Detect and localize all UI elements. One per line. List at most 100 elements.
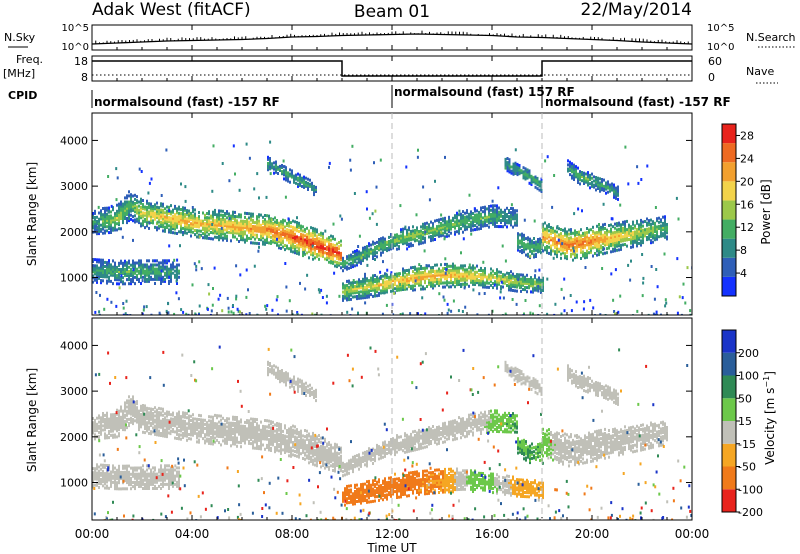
scatter-cell (173, 312, 176, 315)
echo-cell (166, 215, 168, 219)
echo-cell (224, 212, 226, 215)
echo-cell (604, 239, 606, 243)
scatter-cell (557, 238, 560, 242)
echo-cell (570, 248, 572, 252)
echo-cell (98, 211, 100, 215)
echo-cell (622, 226, 624, 230)
echo-cell (94, 423, 96, 426)
echo-cell (114, 265, 116, 269)
echo-cell (542, 229, 544, 232)
echo-cell (298, 236, 300, 240)
echo-cell (456, 230, 458, 234)
echo-cell (266, 214, 268, 218)
scatter-cell (630, 259, 632, 263)
echo-cell (304, 230, 306, 234)
echo-cell (232, 229, 234, 233)
echo-cell (648, 237, 650, 241)
echo-cell (376, 240, 378, 244)
echo-cell (138, 269, 140, 273)
echo-cell (342, 286, 344, 290)
echo-cell (132, 409, 134, 413)
echo-cell (416, 279, 418, 283)
echo-cell (292, 227, 294, 231)
echo-cell (236, 225, 238, 229)
echo-cell (604, 243, 606, 247)
echo-cell (294, 240, 296, 244)
echo-cell (332, 247, 334, 251)
echo-cell (512, 162, 515, 166)
echo-cell (324, 243, 326, 247)
echo-cell (402, 229, 404, 233)
echo-cell (396, 233, 398, 237)
echo-cell (516, 283, 518, 287)
echo-cell (436, 233, 438, 237)
echo-cell (208, 210, 210, 214)
echo-cell (364, 281, 366, 285)
echo-cell (638, 233, 640, 237)
echo-cell (530, 282, 532, 286)
echo-cell (128, 214, 130, 218)
echo-cell (204, 232, 206, 236)
echo-cell (510, 278, 512, 282)
echo-cell (324, 251, 326, 255)
echo-cell (104, 428, 106, 432)
echo-cell (412, 235, 414, 239)
echo-cell (202, 219, 204, 223)
echo-cell (272, 224, 274, 227)
echo-cell (164, 259, 166, 263)
echo-cell (416, 271, 418, 275)
echo-cell (488, 225, 490, 229)
echo-cell (438, 228, 440, 232)
echo-cell (110, 413, 112, 417)
echo-cell (172, 218, 174, 222)
echo-cell (166, 224, 168, 227)
echo-cell (222, 226, 224, 230)
echo-cell (136, 406, 138, 410)
echo-cell (160, 216, 162, 220)
scatter-cell (258, 196, 260, 200)
echo-cell (126, 202, 128, 206)
echo-cell (410, 238, 412, 242)
echo-cell (416, 234, 418, 238)
echo-cell (616, 244, 618, 248)
echo-cell (106, 219, 108, 222)
echo-cell (514, 167, 517, 171)
echo-cell (664, 227, 666, 231)
echo-cell (320, 241, 322, 245)
echo-cell (560, 234, 562, 238)
echo-cell (246, 220, 248, 224)
echo-cell (472, 266, 474, 270)
echo-cell (96, 266, 98, 270)
echo-cell (508, 288, 510, 292)
echo-cell (533, 247, 535, 251)
echo-cell (380, 283, 382, 287)
echo-cell (282, 220, 284, 224)
echo-cell (316, 242, 318, 246)
echo-cell (250, 233, 252, 236)
echo-cell (490, 214, 492, 218)
echo-cell (100, 428, 102, 432)
scatter-cell (191, 283, 194, 287)
echo-cell (120, 278, 122, 282)
cpid-segment-2: normalsound (fast) 157 RF (394, 85, 575, 99)
echo-cell (164, 217, 166, 221)
echo-cell (322, 244, 324, 248)
echo-cell (354, 256, 356, 260)
echo-cell (218, 227, 220, 231)
echo-cell (434, 263, 436, 267)
echo-cell (158, 206, 160, 210)
echo-cell (110, 427, 112, 431)
echo-cell (618, 244, 620, 248)
echo-cell (124, 210, 126, 214)
scatter-cell (230, 310, 233, 314)
echo-cell (394, 276, 396, 280)
echo-cell (526, 174, 529, 178)
echo-cell (330, 251, 332, 254)
echo-cell (572, 238, 574, 241)
echo-cell (650, 241, 652, 245)
echo-cell (190, 224, 192, 228)
echo-cell (607, 190, 609, 194)
echo-cell (606, 228, 608, 232)
scatter-cell (270, 218, 273, 222)
echo-cell (102, 412, 104, 415)
